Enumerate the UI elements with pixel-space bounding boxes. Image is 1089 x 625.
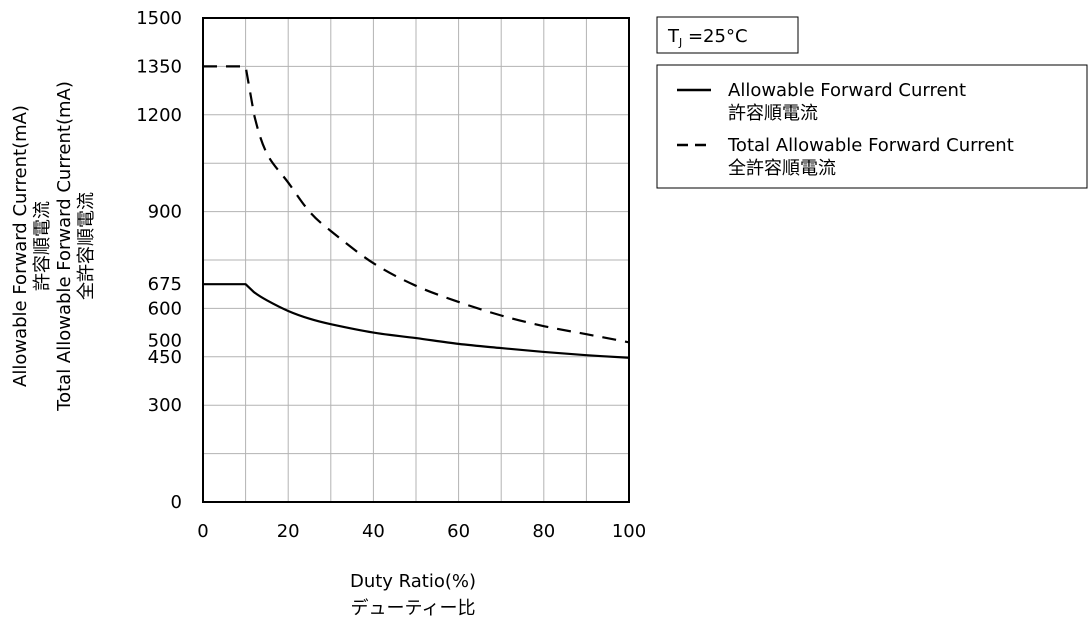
x-axis-subtitle: デューティー比: [351, 598, 476, 619]
condition-label: TJ =25°C: [667, 26, 748, 49]
y-axis-title-line: Allowable Forward Current(mA): [10, 105, 31, 387]
x-tick-labels: 0 20 40 60 80 100: [197, 521, 646, 542]
x-tick-label: 60: [447, 521, 470, 542]
series-line-allowable: [203, 283, 630, 359]
x-tick-label: 20: [277, 521, 300, 542]
legend-label: Allowable Forward Current: [728, 80, 966, 101]
x-tick-label: 40: [362, 521, 385, 542]
series-group: [203, 65, 630, 359]
y-axis-title-line: 全許容順電流: [76, 192, 97, 300]
y-tick-label: 900: [148, 202, 182, 223]
y-axis-title-line: Total Allowable Forward Current(mA): [54, 81, 75, 412]
y-tick-label: 1200: [136, 105, 182, 126]
condition-box: TJ =25°C: [656, 16, 799, 54]
x-tick-label: 80: [532, 521, 555, 542]
legend-label-jp: 全許容順電流: [728, 158, 836, 179]
y-tick-label: 300: [148, 395, 182, 416]
y-axis-title: Allowable Forward Current(mA) 許容順電流 Tota…: [10, 81, 97, 412]
y-tick-label: 500: [148, 331, 182, 352]
legend: Allowable Forward Current 許容順電流 Total Al…: [656, 64, 1088, 189]
y-tick-label: 1350: [136, 56, 182, 77]
y-tick-label: 0: [171, 492, 182, 513]
x-tick-label: 0: [197, 521, 208, 542]
y-tick-label: 675: [148, 274, 182, 295]
x-axis-title: Duty Ratio(%): [350, 571, 476, 592]
y-axis-title-line: 許容順電流: [32, 201, 53, 291]
x-tick-label: 100: [612, 521, 646, 542]
plot-frame: [202, 17, 630, 503]
grid: [202, 17, 630, 503]
legend-label: Total Allowable Forward Current: [727, 135, 1014, 156]
y-tick-label: 1500: [136, 8, 182, 29]
condition-subscript: J: [678, 36, 682, 49]
series-line-total-allowable: [203, 65, 630, 344]
y-tick-label: 450: [148, 347, 182, 368]
y-tick-label: 600: [148, 298, 182, 319]
legend-label-jp: 許容順電流: [728, 103, 818, 124]
